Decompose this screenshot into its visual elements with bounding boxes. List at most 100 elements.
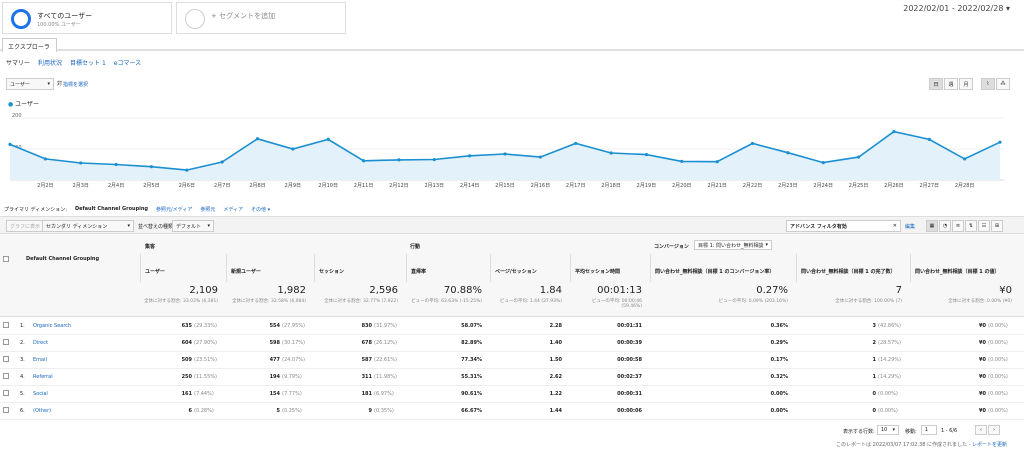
chart-point[interactable] [291, 147, 295, 151]
row-checkbox[interactable] [3, 407, 9, 413]
prev-page-icon[interactable]: ‹ [975, 425, 987, 435]
chart-point[interactable] [43, 157, 47, 161]
column-header[interactable]: セッション [314, 254, 406, 282]
chart-point[interactable] [644, 152, 649, 157]
select-all-checkbox[interactable] [3, 256, 9, 262]
dim-other[interactable]: その他 ▾ [251, 207, 271, 213]
goal-select[interactable]: 目標 1: 問い合わせ_無料相談 ▾ [694, 240, 772, 250]
chart-point[interactable] [963, 157, 967, 161]
chart-point[interactable] [149, 165, 154, 169]
chart-point[interactable] [856, 155, 861, 159]
granularity-week[interactable]: 週 [944, 78, 958, 90]
row-channel-link[interactable]: Direct [33, 340, 48, 346]
chart-point[interactable] [892, 130, 896, 134]
select-metric-link[interactable]: 指標を選択 [63, 82, 89, 88]
column-header[interactable]: ユーザー [140, 254, 226, 282]
next-page-icon[interactable]: › [988, 425, 1000, 435]
chart-point[interactable] [927, 137, 931, 141]
subtab-usage[interactable]: 利用状況 [38, 60, 63, 67]
row-channel-link[interactable]: Social [33, 391, 48, 397]
dim-source-medium[interactable]: 参照元/メディア [156, 207, 193, 213]
secondary-dimension-select[interactable]: セカンダリ ディメンション ▾ [42, 220, 134, 232]
granularity-day[interactable]: 日 [929, 78, 943, 90]
row-checkbox[interactable] [3, 339, 9, 345]
chart-point[interactable] [255, 137, 260, 141]
chart-point[interactable] [786, 151, 790, 155]
primary-dimension-label: プライマリ ディメンション: [4, 207, 67, 213]
column-header[interactable]: 直帰率 [406, 254, 490, 282]
subtab-ecommerce[interactable]: eコマース [113, 60, 142, 67]
x-axis-label: 2月5日 [143, 183, 160, 189]
close-icon[interactable]: ✕ [892, 223, 897, 229]
chart-point[interactable] [8, 142, 12, 146]
subtab-summary[interactable]: サマリー [6, 60, 31, 67]
column-header[interactable]: 問い合わせ_無料相談（目標 1 の値） [910, 254, 1020, 282]
row-checkbox[interactable] [3, 356, 9, 362]
primary-dimension-active[interactable]: Default Channel Grouping [74, 206, 148, 212]
view-pivot-icon[interactable]: ⊞ [991, 220, 1003, 232]
chart-point[interactable] [609, 151, 613, 155]
column-header[interactable]: 平均セッション時間 [570, 254, 650, 282]
chart-point[interactable] [538, 155, 542, 159]
chart-point[interactable] [361, 159, 366, 163]
chart-point[interactable] [998, 140, 1002, 144]
sort-type-select[interactable]: デフォルト ▾ [172, 220, 214, 232]
edit-filter-link[interactable]: 編集 [905, 224, 916, 230]
row-checkbox[interactable] [3, 390, 9, 396]
column-header[interactable]: ページ/セッション [490, 254, 570, 282]
rows-per-page-select[interactable]: 10 ▾ [877, 425, 899, 435]
header-dimension[interactable]: Default Channel Grouping [26, 256, 100, 262]
row-checkbox[interactable] [3, 373, 9, 379]
chart-point[interactable] [821, 161, 825, 165]
view-pie-icon[interactable]: ◔ [939, 220, 951, 232]
chart-point[interactable] [680, 159, 684, 163]
tab-explorer[interactable]: エクスプローラ [2, 38, 57, 52]
chart-point[interactable] [397, 158, 401, 162]
chart-point[interactable] [432, 157, 436, 162]
chart-point[interactable] [468, 154, 472, 158]
row-percent: (24.07%) [282, 357, 305, 363]
date-range[interactable]: 2022/02/01 - 2022/02/28 ▾ [903, 4, 1010, 13]
header-conversion: コンバージョン [654, 244, 689, 250]
row-value: 82.89% [461, 340, 482, 346]
dim-source[interactable]: 参照元 [200, 207, 216, 213]
x-axis-label: 2月28日 [954, 183, 975, 189]
chart-point[interactable] [185, 168, 189, 172]
view-table-icon[interactable]: ▦ [926, 220, 938, 232]
total-subtext: 全体に対する割合: 0.00% (¥0) [948, 299, 1012, 304]
view-performance-icon[interactable]: ≡ [952, 220, 964, 232]
rows-per-page-value: 10 [881, 427, 888, 433]
add-segment[interactable]: + セグメントを追加 [176, 2, 346, 34]
row-channel-link[interactable]: Email [33, 357, 47, 363]
segment-all-users[interactable]: すべてのユーザー 100.00% ユーザー [2, 2, 172, 34]
goto-input[interactable]: 1 [921, 425, 937, 435]
line-chart-icon[interactable]: ⌇ [981, 78, 995, 90]
granularity-month[interactable]: 月 [959, 78, 973, 90]
advanced-filter-field[interactable]: アドバンス フィルタ有効 ✕ [786, 220, 901, 232]
chart-point[interactable] [574, 141, 578, 146]
metric-select[interactable]: ユーザー ▾ [6, 78, 54, 90]
column-header[interactable]: 問い合わせ_無料相談（目標 1 の完了数） [796, 254, 910, 282]
refresh-report-link[interactable]: レポートを更新 [972, 442, 1008, 448]
subtab-goal-set[interactable]: 目標セット 1 [70, 60, 106, 67]
chevron-down-icon: ▾ [47, 81, 50, 87]
plot-rows-button[interactable]: グラフに表示 [6, 220, 45, 232]
row-channel-link[interactable]: Organic Search [33, 323, 72, 329]
chart-point[interactable] [715, 160, 719, 164]
row-checkbox[interactable] [3, 322, 9, 328]
view-term-cloud-icon[interactable]: ☷ [978, 220, 990, 232]
chart-point[interactable] [114, 162, 118, 167]
row-channel-link[interactable]: Referral [33, 374, 53, 380]
chart-point[interactable] [750, 141, 755, 146]
chart-point[interactable] [503, 152, 507, 156]
view-comparison-icon[interactable]: ⇅ [965, 220, 977, 232]
chart-point[interactable] [326, 137, 330, 141]
column-header[interactable]: 問い合わせ_無料相談（目標 1 のコンバージョン率） [650, 254, 796, 282]
column-header[interactable]: 新規ユーザー [226, 254, 314, 282]
motion-chart-icon[interactable]: ⁂ [996, 78, 1010, 90]
row-channel-link[interactable]: (Other) [33, 408, 52, 414]
chart-point[interactable] [79, 161, 83, 165]
chart-point[interactable] [220, 160, 224, 164]
metric-select-value: ユーザー [10, 81, 30, 88]
dim-medium[interactable]: メディア [223, 207, 244, 213]
